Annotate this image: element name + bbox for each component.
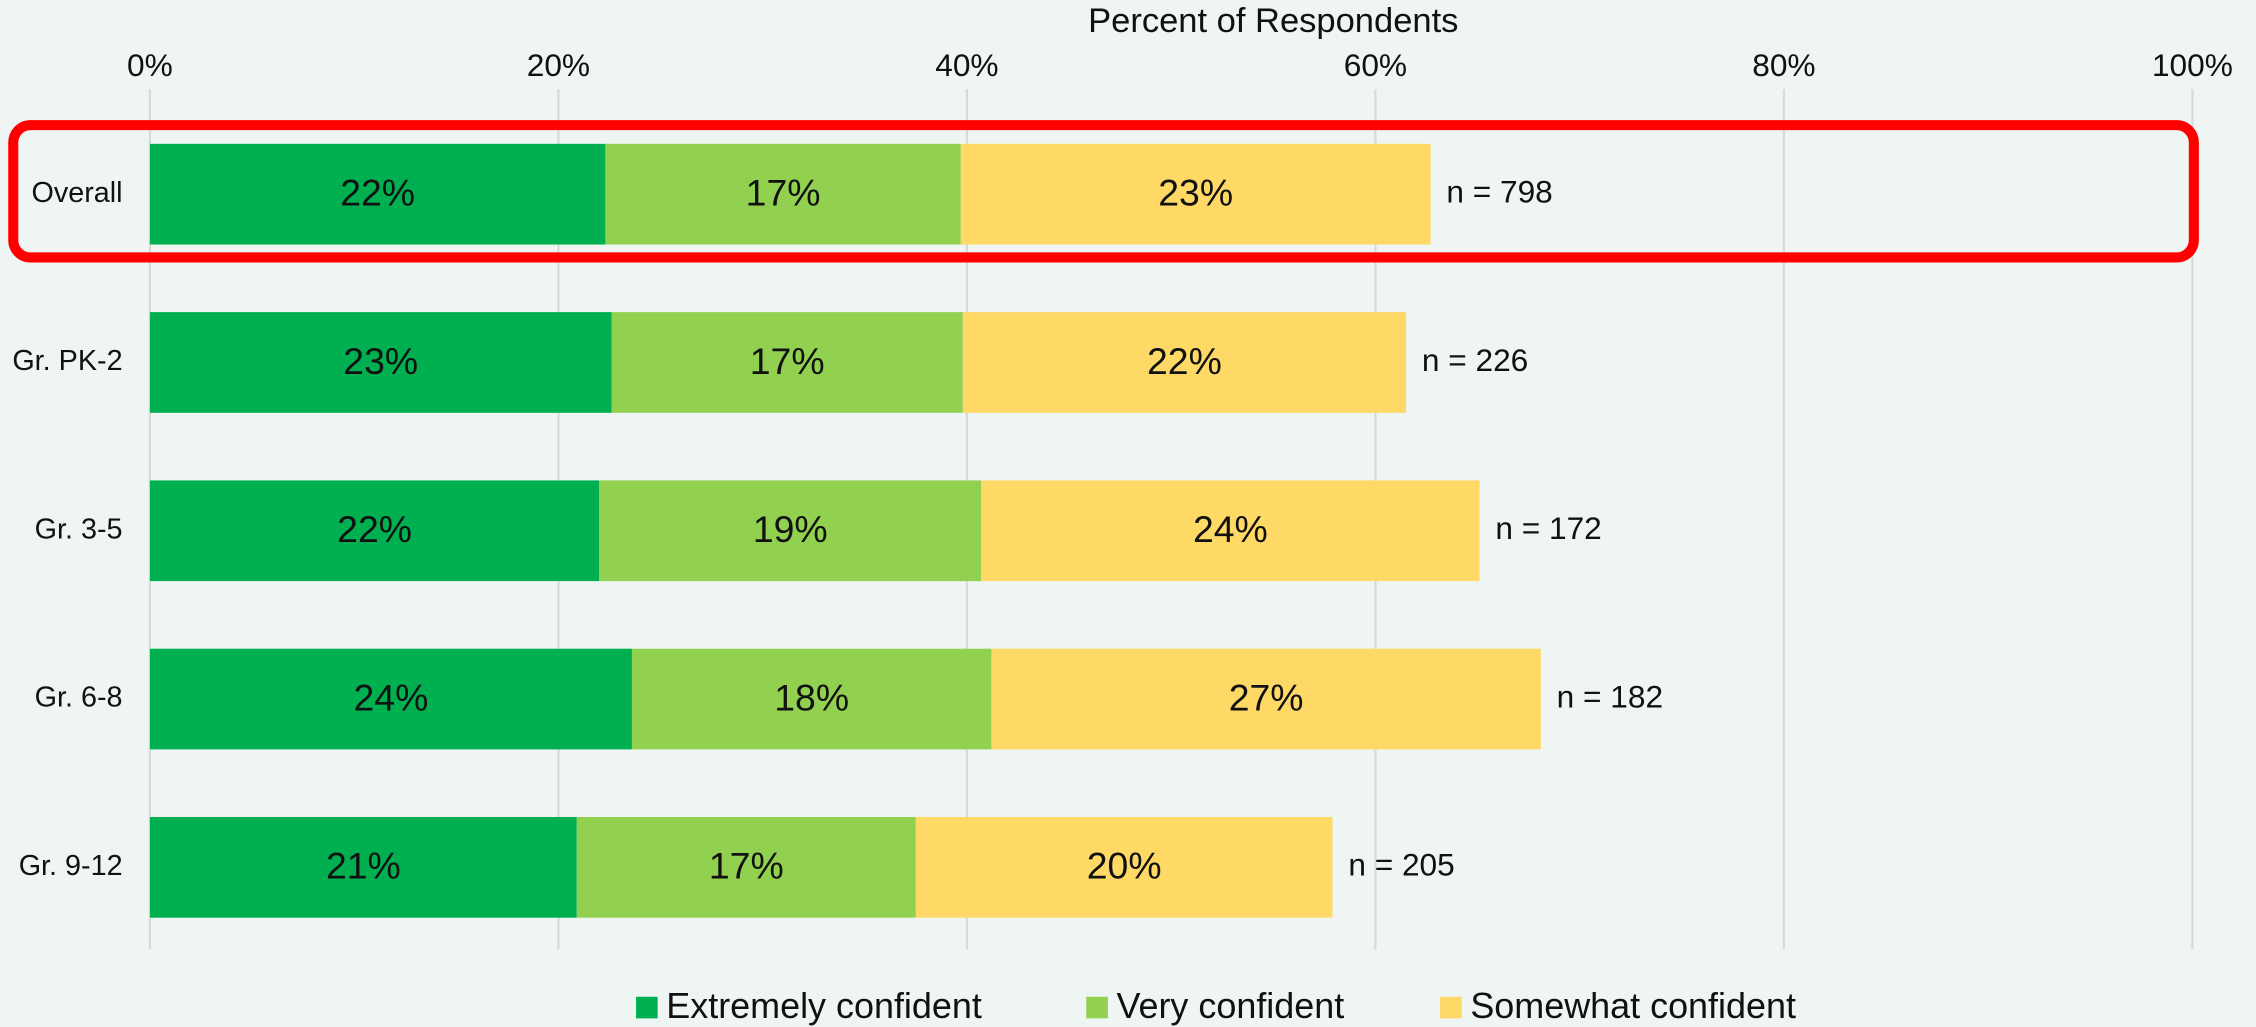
axis-title: Percent of Respondents <box>1088 2 1458 40</box>
legend-label: Very confident <box>1116 985 1344 1026</box>
y-tick-label: Gr. PK-2 <box>12 345 122 377</box>
x-tick-label: 60% <box>1344 47 1407 83</box>
legend-swatch <box>1086 996 1108 1019</box>
bar-segment <box>149 816 577 918</box>
data-label: 22% <box>340 171 415 213</box>
n-label: n = 172 <box>1495 510 1601 546</box>
data-label: 19% <box>753 508 828 550</box>
bar-segment <box>631 648 992 750</box>
plot: 0% 20% 40% 60% 80% 100% Overall 22% 17% 23% n = 79… <box>12 47 2233 1026</box>
data-label: 17% <box>709 845 784 887</box>
data-label: 23% <box>1158 171 1233 213</box>
data-label: 24% <box>354 676 429 718</box>
n-label: n = 205 <box>1348 847 1454 883</box>
y-tick-label: Gr. 3-5 <box>35 513 123 545</box>
x-tick-label: 40% <box>935 47 998 83</box>
legend-swatch <box>1440 996 1462 1019</box>
bar-segment <box>576 816 916 918</box>
bar-segment <box>149 480 600 582</box>
n-label: n = 182 <box>1557 678 1663 714</box>
bar-segment <box>915 816 1333 918</box>
x-tick-label: 0% <box>127 47 173 83</box>
bar-segment <box>149 648 632 750</box>
highlight-box <box>8 120 2199 263</box>
x-tick-label: 100% <box>2152 47 2233 83</box>
bar-segment <box>611 312 963 413</box>
data-label: 22% <box>1147 340 1222 382</box>
bar-segment <box>981 480 1480 582</box>
bar-segment <box>149 312 612 413</box>
data-label: 17% <box>746 171 821 213</box>
x-tick-label: 20% <box>527 47 590 83</box>
data-label: 21% <box>326 845 401 887</box>
data-label: 27% <box>1229 676 1304 718</box>
data-label: 17% <box>750 340 825 382</box>
bar-segment <box>605 143 961 245</box>
y-tick-label: Gr. 6-8 <box>35 682 123 714</box>
bar-segment <box>991 648 1541 750</box>
legend-label: Somewhat confident <box>1470 985 1796 1026</box>
data-label: 22% <box>337 508 412 550</box>
y-tick-label: Gr. 9-12 <box>19 850 123 882</box>
n-label: n = 798 <box>1446 174 1552 210</box>
y-tick-label: Overall <box>31 177 122 209</box>
n-label: n = 226 <box>1422 342 1528 378</box>
legend-swatch <box>636 996 658 1019</box>
x-tick-label: 80% <box>1752 47 1815 83</box>
legend-label: Extremely confident <box>666 985 982 1026</box>
bar-segment <box>960 143 1431 245</box>
data-label: 20% <box>1087 845 1162 887</box>
data-label: 18% <box>774 676 849 718</box>
bar-segment <box>599 480 982 582</box>
bar-segment <box>149 143 606 245</box>
bar-segment <box>962 312 1407 413</box>
data-label: 24% <box>1193 508 1268 550</box>
data-label: 23% <box>343 340 418 382</box>
